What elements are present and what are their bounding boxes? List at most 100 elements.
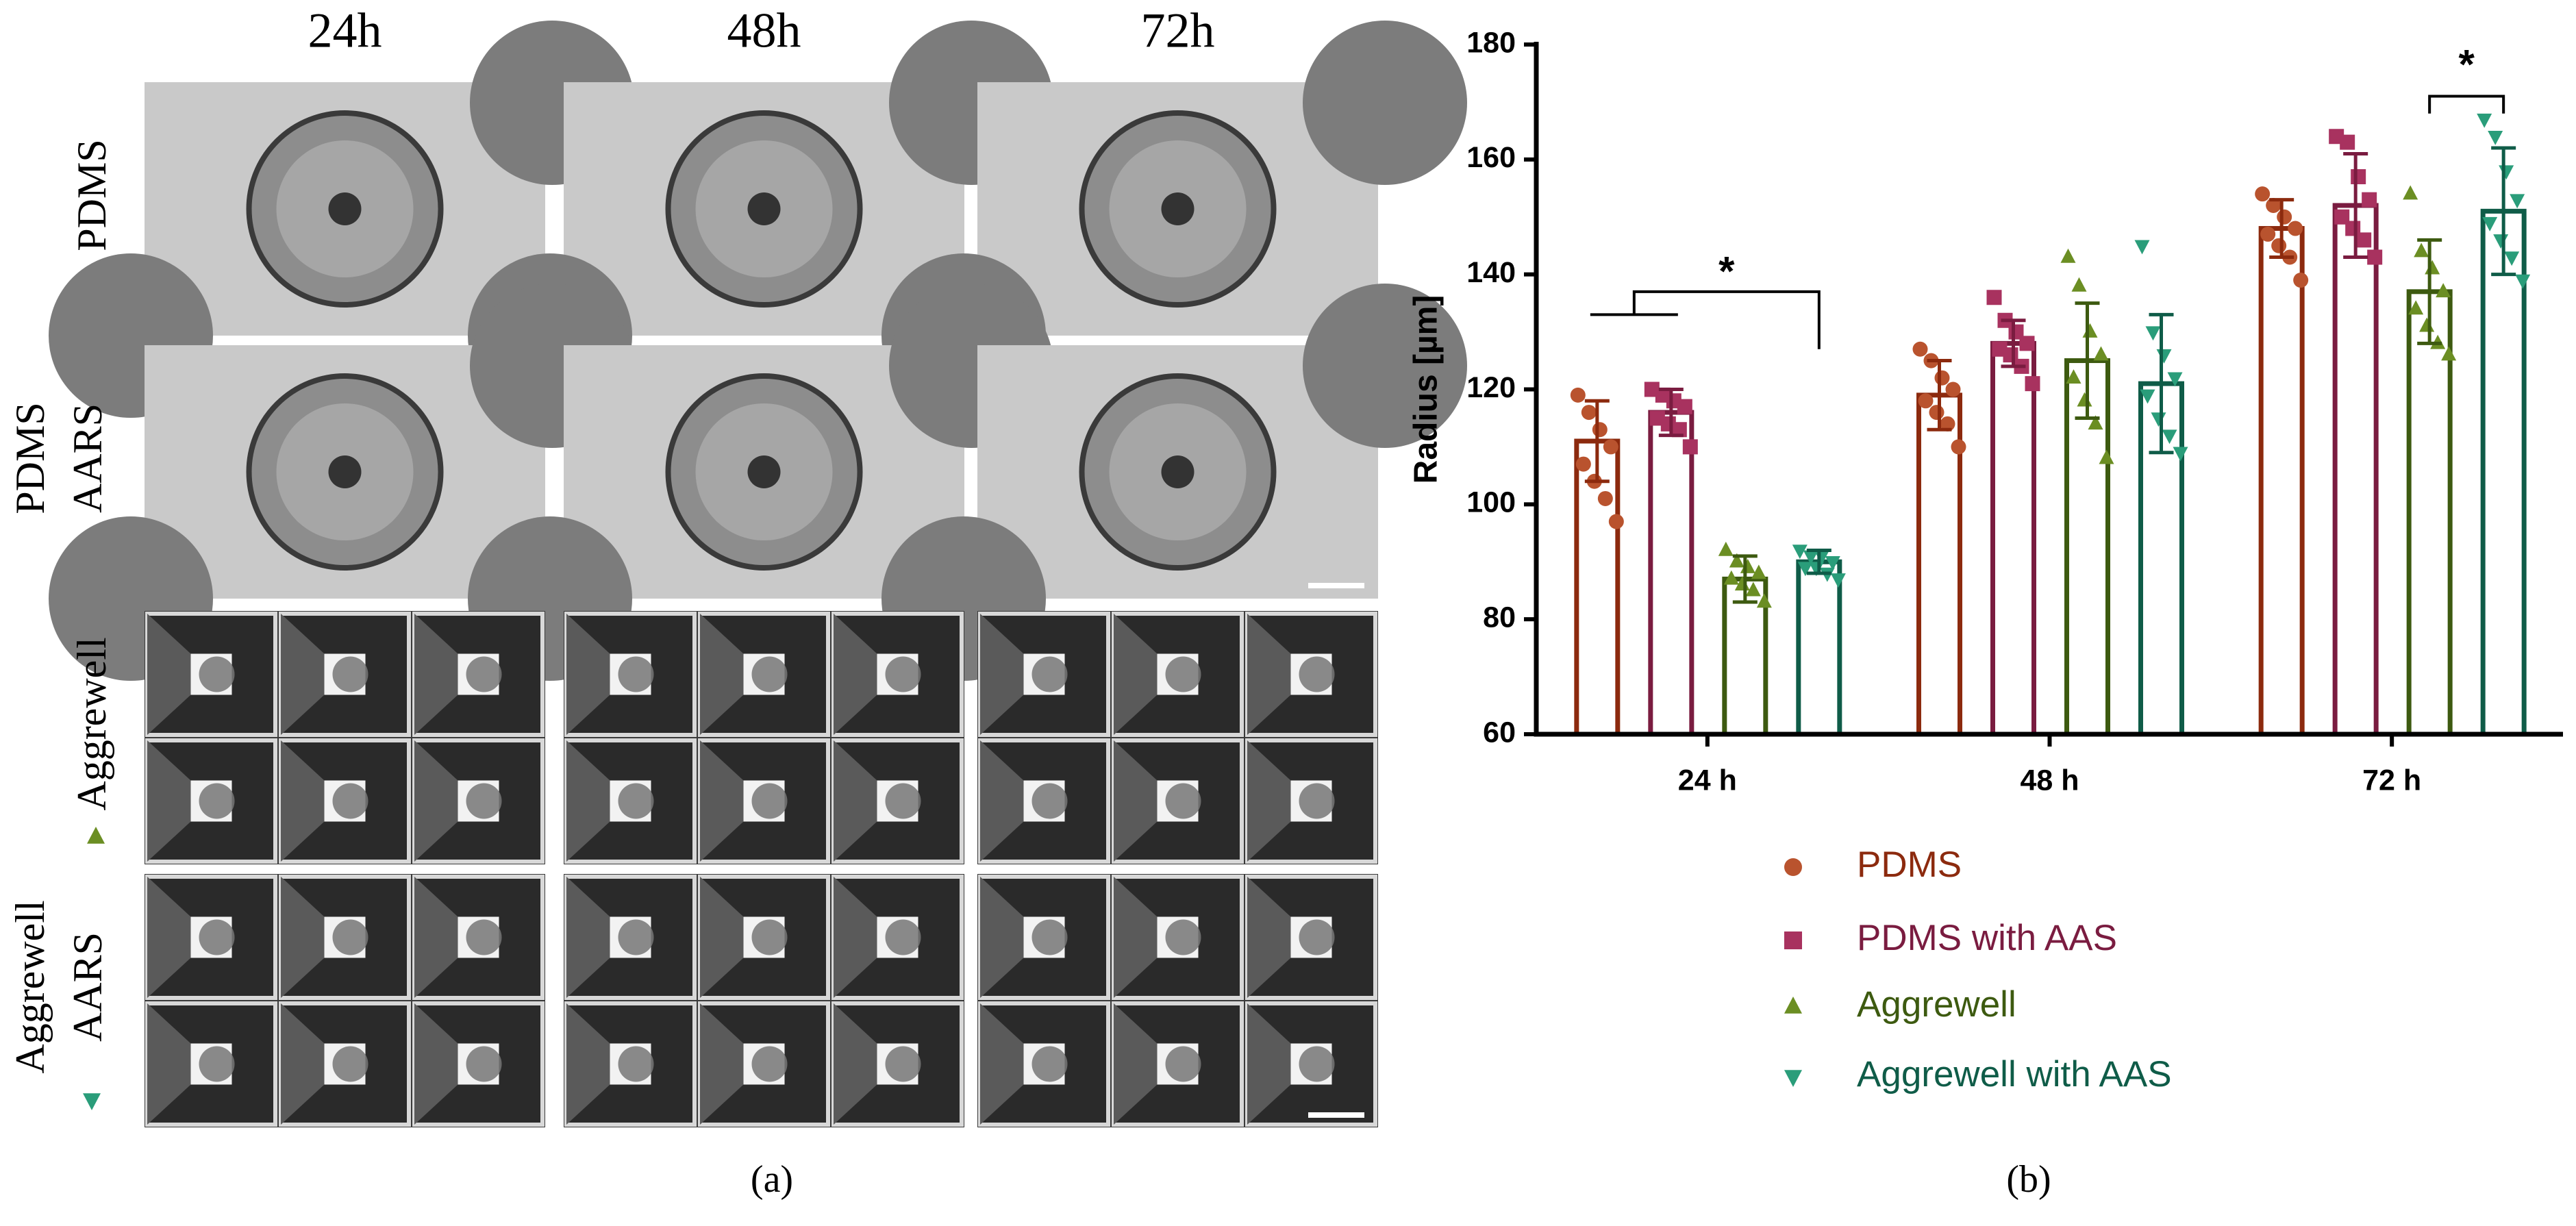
legend-label: PDMS [1857, 845, 1962, 885]
data-point [2408, 300, 2424, 315]
data-point [2099, 449, 2114, 464]
spheroid [332, 919, 368, 955]
x-tick-label: 24 h [1678, 764, 1737, 797]
spheroid [1299, 656, 1335, 692]
spheroid [1161, 455, 1195, 488]
data-point [1592, 422, 1608, 438]
well-wall [980, 740, 1024, 862]
data-point [2134, 240, 2150, 255]
well-wall [980, 1003, 1024, 1125]
data-point [1751, 564, 1766, 579]
data-point [1682, 439, 1698, 455]
well-wall [281, 614, 325, 735]
spheroid [1031, 919, 1068, 955]
data-point [2162, 429, 2177, 445]
data-point [2419, 317, 2435, 332]
data-point [2477, 113, 2492, 128]
data-point [2356, 232, 2372, 248]
spheroid [885, 919, 921, 955]
spheroid [466, 919, 502, 955]
error-bar [1584, 399, 1610, 484]
well-wall [281, 740, 325, 862]
well-wall [1247, 614, 1291, 735]
spheroid [751, 1046, 788, 1082]
spheroid [751, 783, 788, 819]
legend-marker [1784, 1070, 1802, 1087]
spheroid [885, 656, 921, 692]
row-label: AARS [65, 932, 110, 1042]
spheroid [199, 1046, 235, 1082]
y-tick-label: 60 [1483, 716, 1516, 749]
error-bar [2149, 312, 2174, 455]
spheroid [885, 783, 921, 819]
well-wall [414, 1003, 458, 1125]
data-point [2156, 349, 2172, 364]
data-point [2482, 216, 2498, 232]
data-point [1825, 556, 1840, 571]
spheroid [1031, 656, 1068, 692]
well-wall [1114, 1003, 1158, 1125]
data-point [2340, 134, 2355, 150]
well-wall [700, 614, 744, 735]
spheroid [1165, 656, 1201, 692]
spheroid [747, 455, 781, 488]
data-point [1677, 399, 1692, 414]
data-point [1723, 570, 1739, 585]
error-bar [2001, 318, 2026, 368]
spheroid [199, 656, 235, 692]
row-label: Aggrewell [8, 900, 53, 1073]
well-side [1303, 284, 1467, 448]
data-point [1951, 439, 1966, 455]
spheroid [466, 1046, 502, 1082]
well-wall [566, 1003, 610, 1125]
well-wall [414, 614, 458, 735]
data-point [2425, 260, 2440, 275]
row-label: AARS [65, 403, 110, 513]
legend-marker [1784, 997, 1802, 1014]
data-point [1603, 439, 1618, 455]
data-point [2173, 447, 2188, 462]
error-bar [1732, 554, 1758, 604]
micrograph [145, 611, 545, 864]
bar [2332, 203, 2379, 737]
x-tick-label: 72 h [2362, 764, 2421, 797]
spheroid [885, 1046, 921, 1082]
axes [1534, 42, 2563, 737]
data-point [2082, 323, 2098, 338]
data-point [2403, 185, 2418, 200]
data-point [2271, 238, 2287, 253]
spheroid [751, 919, 788, 955]
data-point [2504, 251, 2520, 266]
data-point [2277, 209, 2292, 225]
spheroid [618, 919, 654, 955]
data-point [2266, 197, 2281, 213]
data-point [1934, 370, 1950, 386]
data-point [1945, 381, 1961, 397]
y-axis-label: Radius [µm] [1408, 295, 1445, 484]
bar [2258, 226, 2305, 737]
well-wall [566, 740, 610, 862]
legend-label: Aggrewell with AAS [1857, 1054, 2172, 1094]
data-point [1718, 541, 1734, 556]
data-point [1830, 573, 1846, 588]
column-header: 72h [1141, 3, 1215, 58]
data-point [1797, 562, 1813, 577]
well-wall [414, 877, 458, 998]
data-point [2515, 274, 2531, 289]
error-bar [1806, 548, 1831, 575]
data-point [2167, 372, 2183, 387]
y-tick-label: 120 [1466, 371, 1516, 404]
spheroid [199, 783, 235, 819]
significance-star: * [2458, 41, 2475, 87]
column-header: 48h [727, 3, 801, 58]
well-wall [834, 1003, 877, 1125]
bar [2480, 208, 2527, 737]
y-tick-label: 160 [1466, 141, 1516, 174]
data-point [1597, 490, 1613, 506]
data-point [2255, 186, 2271, 202]
well-wall [700, 1003, 744, 1125]
data-point [1608, 514, 1624, 529]
error-bar [2269, 198, 2294, 259]
error-bar [1927, 359, 1952, 431]
data-point [2414, 242, 2429, 258]
